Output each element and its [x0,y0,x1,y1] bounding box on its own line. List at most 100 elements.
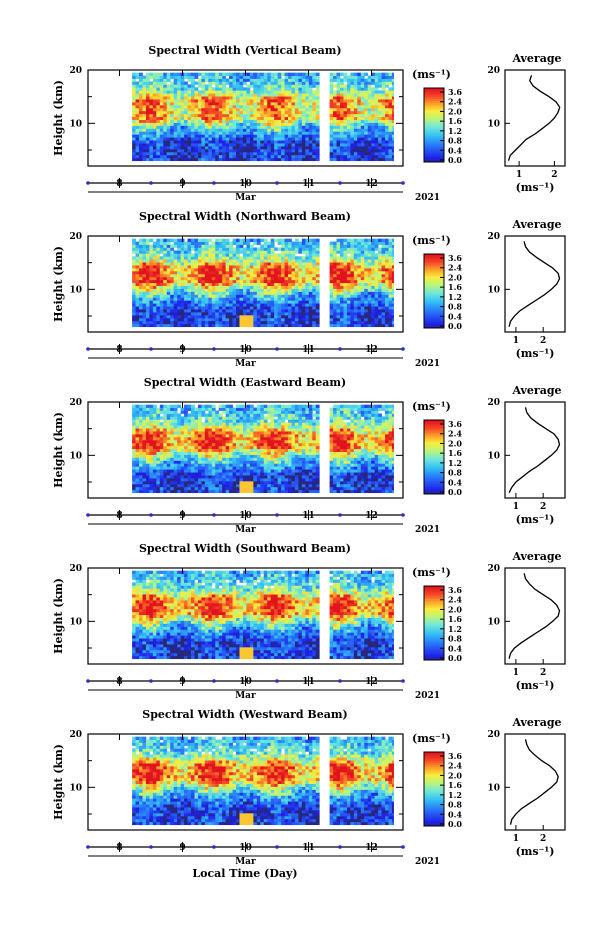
heatmap-cell [308,81,313,85]
heatmap-cell [270,84,275,88]
heatmap-cell [249,306,254,310]
heatmap-cell [170,238,175,242]
colorbar-cell [424,106,444,109]
heatmap-cell [305,256,310,260]
heatmap-cell [194,140,199,144]
heatmap-cell [152,460,157,464]
heatmap-cell [298,276,303,281]
heatmap-cell [360,247,365,251]
heatmap-cell [315,247,320,251]
heatmap-cell [391,122,394,126]
heatmap-cell [288,317,292,322]
heatmap-cell [208,140,213,144]
heatmap-cell [305,78,310,82]
heatmap-cell [177,457,181,461]
heatmap-cell [367,297,372,301]
heatmap-cell [274,90,279,94]
heatmap-cell [149,244,154,248]
heatmap-cell [263,256,268,260]
heatmap-cell [315,273,320,278]
heatmap-cell [208,137,213,141]
heatmap-cell [346,241,351,245]
heatmap-cell [343,102,348,106]
heatmap-cell [229,288,233,292]
heatmap-cell [215,294,220,298]
heatmap-cell [173,84,178,88]
heatmap-cell [170,475,175,479]
heatmap-cell [211,303,216,307]
heatmap-cell [191,72,195,76]
heatmap-cell [204,300,209,304]
heatmap-cell [208,119,213,123]
heatmap-cell [256,265,261,269]
heatmap-cell [274,119,279,123]
heatmap-cell [374,81,379,85]
heatmap-cell [156,288,161,292]
heatmap-cell [333,99,337,103]
heatmap-cell [163,306,168,310]
heatmap-cell [215,143,220,147]
heatmap-cell [177,84,181,88]
heatmap-cell [364,320,369,325]
heatmap-cell [159,276,164,281]
heatmap-cell [291,140,296,144]
heatmap-cell [333,125,337,129]
heatmap-cell [194,104,199,109]
heatmap-cell [163,270,168,275]
heatmap-cell [336,137,341,141]
heatmap-cell [170,434,175,438]
heatmap-cell [391,244,394,248]
heatmap-cell [194,294,199,298]
heatmap-cell [180,104,185,109]
heatmap-cell [336,148,341,153]
heatmap-cell [274,116,279,120]
heatmap-cell [177,439,181,444]
heatmap-cell [229,104,233,109]
heatmap-cell [204,78,209,82]
heatmap-cell [159,259,164,263]
heatmap-cell [284,154,289,159]
heatmap-cell [166,143,171,147]
heatmap-cell [211,146,216,150]
heatmap-cell [211,154,216,159]
heatmap-cell [364,78,369,82]
heatmap-cell [246,116,251,120]
heatmap-cell [274,72,279,76]
heatmap-cell [166,256,171,260]
heatmap-cell [152,463,157,467]
heatmap-cell [159,320,164,325]
heatmap-cell [284,75,289,79]
heatmap-cell [357,125,362,129]
heatmap-cell [184,297,188,301]
heatmap-cell [163,303,168,307]
heatmap-cell [301,282,306,286]
heatmap-cell [340,241,344,245]
heatmap-cell [180,137,185,141]
heatmap-cell [194,102,199,106]
heatmap-cell [177,140,181,144]
heatmap-cell [301,107,306,112]
heatmap-cell [184,96,188,100]
heatmap-cell [301,84,306,88]
heatmap-cell [305,157,310,162]
heatmap-cell [367,151,372,156]
heatmap-cell [132,99,136,103]
heatmap-cell [256,107,261,112]
heatmap-cell [336,300,341,304]
y-tick-label: 20 [69,66,82,76]
heatmap-cell [291,131,296,135]
heatmap-cell [180,157,185,162]
heatmap-cell [360,297,365,301]
heatmap-cell [357,303,362,307]
heatmap-cell [139,140,143,144]
heatmap-cell [194,113,199,118]
heatmap-cell [159,489,164,494]
heatmap-cell [142,445,147,450]
heatmap-cell [312,148,317,153]
heatmap-cell [388,297,393,301]
heatmap-cell [215,262,220,266]
heatmap-cell [159,151,164,156]
heatmap-cell [329,320,334,325]
heatmap-cell [149,314,154,319]
heatmap-cell [256,273,261,278]
